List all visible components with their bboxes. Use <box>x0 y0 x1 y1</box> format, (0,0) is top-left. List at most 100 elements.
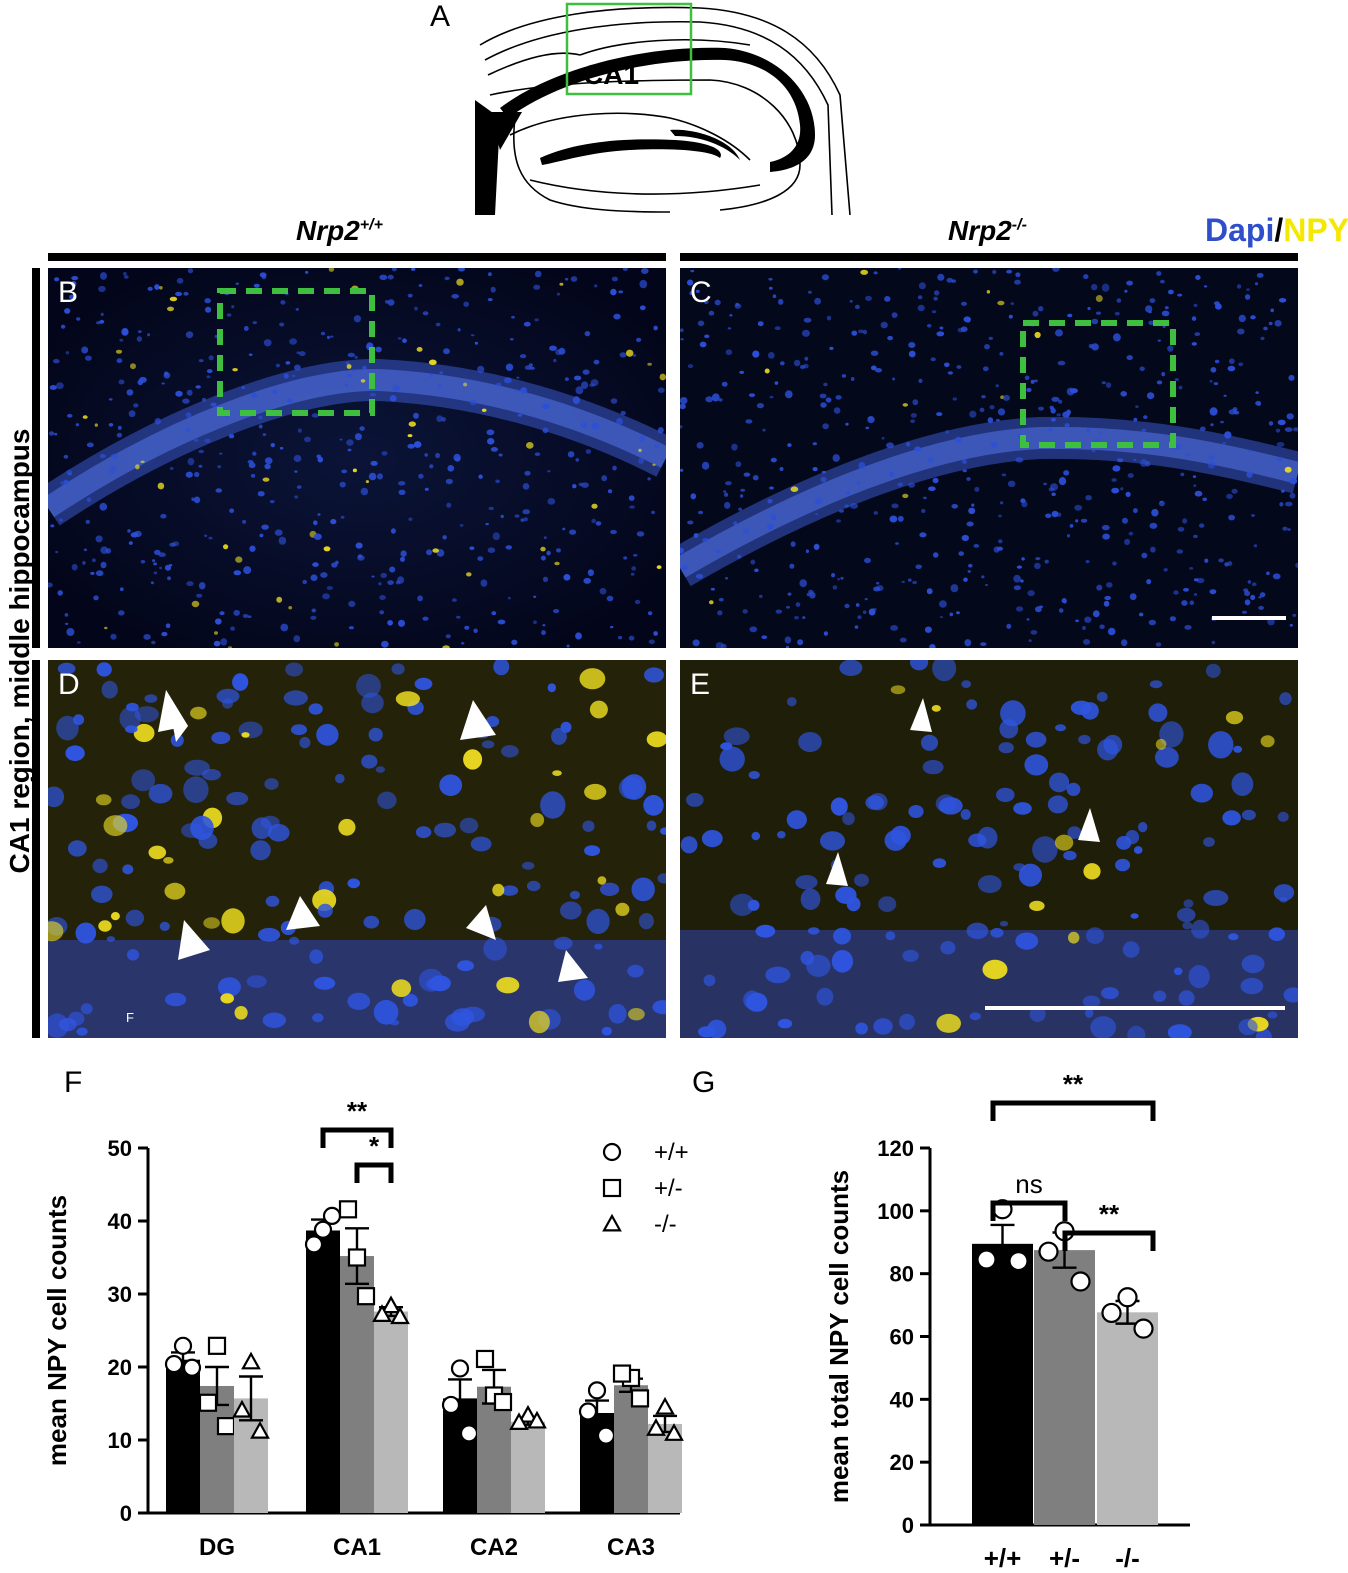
cell-nucleus <box>812 442 817 446</box>
cell-nucleus <box>579 668 606 690</box>
cell-nucleus <box>261 524 269 530</box>
cell-nucleus <box>1146 579 1152 585</box>
cell-nucleus <box>523 517 528 522</box>
cell-nucleus <box>680 425 683 429</box>
cell-nucleus <box>205 306 212 313</box>
cell-nucleus <box>701 461 710 470</box>
cell-nucleus <box>1149 522 1158 529</box>
panel-b-letter: B <box>58 276 79 309</box>
cell-nucleus <box>387 274 394 280</box>
cell-nucleus <box>491 611 497 616</box>
cell-nucleus <box>995 418 1000 422</box>
x-tick-label: +/- <box>1049 1543 1080 1573</box>
cell-nucleus <box>159 286 163 290</box>
cell-nucleus <box>1282 526 1288 531</box>
data-point <box>250 1420 270 1439</box>
cell-nucleus <box>115 349 123 354</box>
cell-nucleus <box>1277 419 1286 426</box>
cell-nucleus <box>1204 285 1208 288</box>
cell-nucleus <box>628 635 635 641</box>
cell-nucleus <box>647 611 653 616</box>
cell-nucleus <box>992 269 997 275</box>
cell-nucleus <box>1151 508 1159 517</box>
cell-nucleus <box>103 815 128 837</box>
cell-nucleus <box>703 974 716 987</box>
cell-nucleus <box>159 566 163 570</box>
cell-nucleus <box>378 582 382 586</box>
sig-bracket-wt-ko-label: ** <box>1063 1069 1084 1099</box>
cell-nucleus <box>587 569 595 577</box>
cell-nucleus <box>1120 487 1124 491</box>
cell-nucleus <box>1284 427 1293 432</box>
cell-nucleus <box>910 419 915 423</box>
cell-nucleus <box>368 472 377 481</box>
cell-nucleus <box>1255 391 1259 394</box>
hippocampus-schematic: CA1 <box>475 2 851 215</box>
cell-nucleus <box>304 436 311 443</box>
cell-nucleus <box>445 634 451 639</box>
cell-nucleus <box>276 596 283 603</box>
cell-nucleus <box>1024 754 1049 776</box>
cell-nucleus <box>320 331 326 336</box>
cell-nucleus <box>165 992 187 1007</box>
cell-nucleus <box>505 363 514 371</box>
cell-nucleus <box>390 528 396 534</box>
cell-nucleus <box>330 335 334 338</box>
cell-nucleus <box>648 639 655 645</box>
cell-nucleus <box>743 990 761 1010</box>
cell-nucleus <box>443 348 450 355</box>
cell-nucleus <box>528 1010 550 1034</box>
cell-nucleus <box>1067 826 1082 839</box>
cell-nucleus <box>232 368 238 372</box>
cell-nucleus <box>220 638 228 646</box>
cell-nucleus <box>1191 342 1197 346</box>
cell-nucleus <box>258 424 263 429</box>
stain-npy: NPY <box>1283 212 1348 248</box>
cell-nucleus <box>285 662 303 677</box>
cell-nucleus <box>623 556 628 560</box>
cell-nucleus <box>75 922 97 944</box>
cell-nucleus <box>341 469 348 474</box>
cell-nucleus <box>519 354 527 359</box>
cell-nucleus <box>633 553 638 557</box>
cell-nucleus <box>980 642 987 646</box>
cell-nucleus <box>631 877 655 902</box>
cell-nucleus <box>375 766 385 773</box>
cell-nucleus <box>185 471 193 478</box>
cell-nucleus <box>130 363 136 370</box>
cell-nucleus <box>157 482 165 490</box>
cell-nucleus <box>1069 524 1074 528</box>
cell-nucleus <box>258 927 281 942</box>
cell-nucleus <box>185 427 190 432</box>
cell-nucleus <box>997 300 1005 306</box>
cell-nucleus <box>161 631 168 637</box>
sig-bracket-ca1-het-ko <box>354 1162 394 1183</box>
cell-nucleus <box>1281 489 1285 493</box>
cell-nucleus <box>473 628 478 634</box>
cell-nucleus <box>153 562 158 566</box>
cell-nucleus <box>1130 913 1139 919</box>
cell-nucleus <box>884 829 907 851</box>
legend-label: +/+ <box>654 1139 689 1166</box>
cell-nucleus <box>556 292 561 296</box>
cell-nucleus <box>122 864 134 875</box>
cell-nucleus <box>964 639 972 647</box>
cell-nucleus <box>445 478 453 485</box>
cell-nucleus <box>65 351 70 355</box>
cell-nucleus <box>1083 863 1101 880</box>
cell-nucleus <box>705 396 713 403</box>
cell-nucleus <box>940 941 956 955</box>
cell-nucleus <box>82 415 88 419</box>
cell-nucleus <box>563 574 571 581</box>
cell-nucleus <box>809 592 816 599</box>
cell-nucleus <box>334 642 339 647</box>
cell-nucleus <box>931 310 937 314</box>
cell-nucleus <box>572 484 577 489</box>
cell-nucleus <box>526 442 534 449</box>
cell-nucleus <box>167 576 171 581</box>
cell-nucleus <box>291 724 307 736</box>
panel-g-letter: G <box>692 1066 715 1099</box>
y-tick-label: 20 <box>108 1355 132 1380</box>
cell-nucleus <box>927 457 934 463</box>
cell-nucleus <box>169 467 174 470</box>
